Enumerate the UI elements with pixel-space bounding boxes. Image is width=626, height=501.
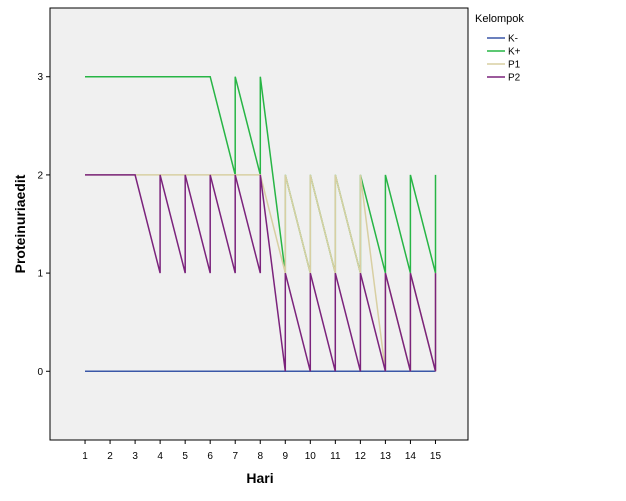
x-tick-label: 8 (257, 451, 263, 462)
series-layer (85, 75, 437, 373)
x-tick-label: 5 (182, 451, 188, 462)
x-tick-label: 6 (207, 451, 213, 462)
y-tick-label: 1 (37, 269, 43, 280)
x-tick-label: 3 (132, 451, 138, 462)
x-tick-label: 7 (232, 451, 238, 462)
plot-area (49, 7, 469, 441)
legend-label: K+ (508, 47, 521, 58)
series-line-p2 (85, 174, 437, 372)
x-tick-label: 11 (330, 451, 341, 462)
x-axis-title: Hari (246, 470, 273, 486)
x-tick-label: 2 (107, 451, 113, 462)
x-tick-label: 1 (82, 451, 88, 462)
x-tick-label: 13 (380, 451, 392, 462)
legend-label: P2 (508, 73, 521, 84)
x-tick-label: 15 (430, 451, 442, 462)
x-tick-label: 9 (283, 451, 289, 462)
y-tick-label: 3 (37, 72, 43, 83)
legend-label: K- (508, 34, 518, 45)
legend-label: P1 (508, 60, 521, 71)
y-axis-title: Proteinuriaedit (12, 174, 28, 273)
legend: Kelompok K- K+ P1 P2 (475, 13, 524, 84)
y-tick-label: 2 (37, 170, 43, 181)
x-tick-label: 14 (405, 451, 417, 462)
legend-title: Kelompok (475, 13, 524, 25)
x-tick-label: 10 (305, 451, 317, 462)
y-axis: 0 1 2 3 (37, 72, 50, 378)
x-axis: 1 2 3 4 5 6 7 8 9 10 11 12 13 14 15 (82, 440, 441, 462)
x-tick-label: 4 (157, 451, 163, 462)
x-tick-label: 12 (355, 451, 367, 462)
y-tick-label: 0 (37, 367, 43, 378)
